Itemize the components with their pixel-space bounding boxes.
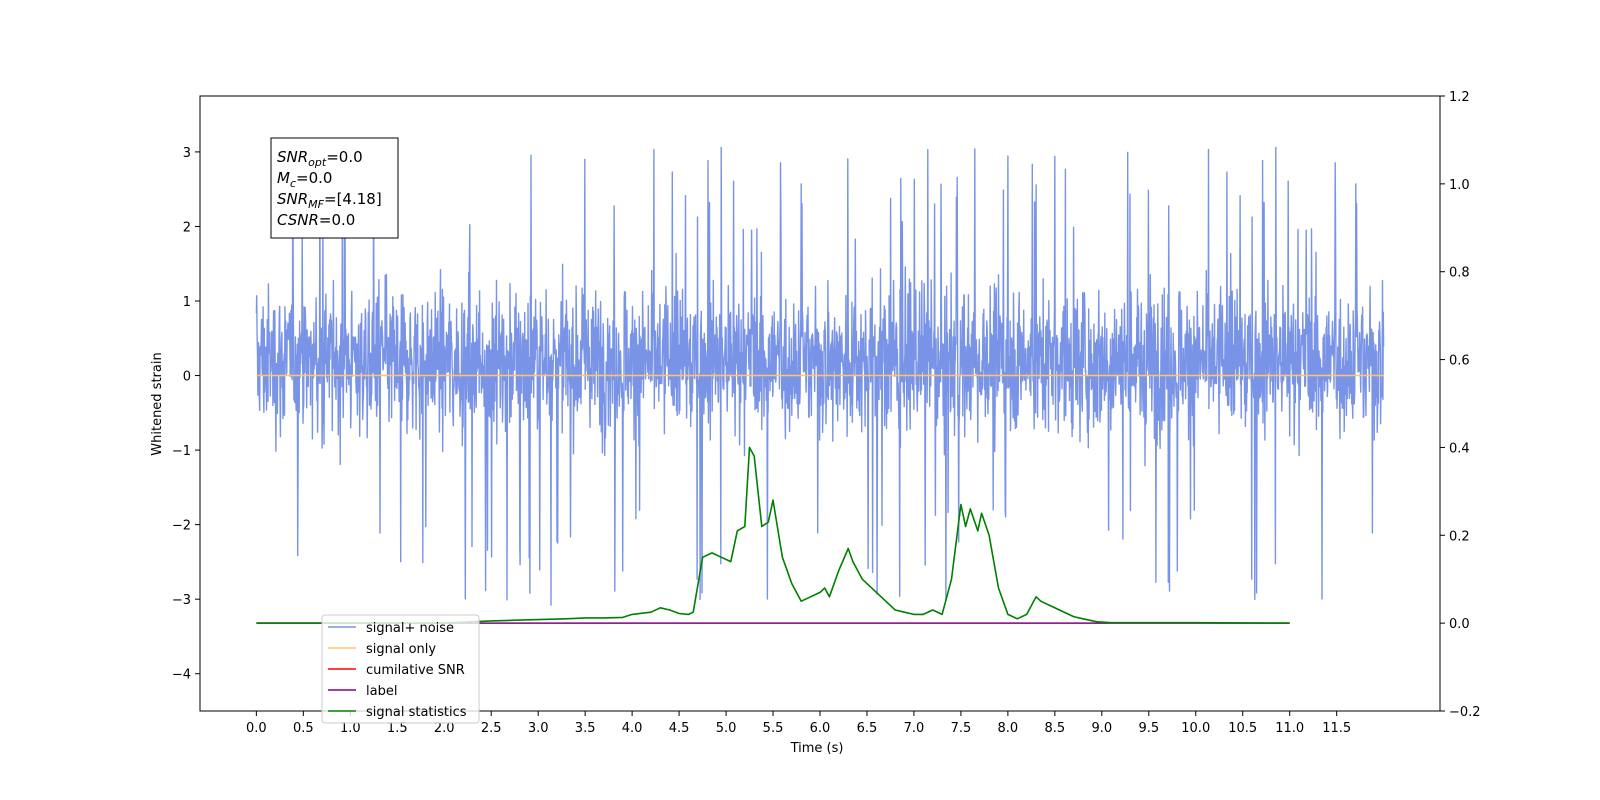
- x-tick-label: 1.5: [387, 721, 408, 736]
- y-tick-label-left: 1: [183, 295, 191, 310]
- legend-item-label: label: [366, 684, 397, 699]
- y-tick-label-right: 1.2: [1449, 90, 1470, 105]
- annotation-line: Mc=0.0: [277, 169, 332, 190]
- x-tick-label: 5.0: [716, 721, 737, 736]
- x-tick-label: 3.0: [528, 721, 549, 736]
- y-tick-label-right: 0.6: [1449, 354, 1470, 369]
- y-axis-right: −0.2 0.0 0.2 0.4 0.6 0.8 1.0 1.2: [1440, 90, 1481, 720]
- annotation-value: =0.0: [296, 169, 332, 187]
- y-axis-left: −4 −3 −2 −1 0 1 2 3: [172, 146, 200, 683]
- x-tick-label: 4.5: [669, 721, 690, 736]
- annotation-subscript: MF: [308, 198, 324, 211]
- y-tick-label-left: −2: [172, 519, 191, 534]
- y-tick-label-right: 0.2: [1449, 529, 1470, 544]
- y-tick-label-left: 3: [183, 146, 191, 161]
- legend-item-label: signal+ noise: [366, 621, 454, 636]
- x-tick-label: 2.5: [481, 721, 502, 736]
- y-tick-label-right: 0.0: [1449, 617, 1470, 632]
- annotation-value: =0.0: [326, 148, 362, 166]
- x-tick-label: 1.0: [340, 721, 361, 736]
- series-signal-noise: [255, 146, 1385, 606]
- x-tick-label: 8.5: [1045, 721, 1066, 736]
- y-axis-title: Whitened strain: [150, 352, 165, 455]
- x-tick-label: 6.5: [857, 721, 878, 736]
- x-tick-label: 11.5: [1322, 721, 1351, 736]
- legend-item-label: signal statistics: [366, 705, 467, 720]
- annotation-value: =0.0: [319, 211, 355, 229]
- y-tick-label-right: −0.2: [1449, 705, 1481, 720]
- signal-statistics-line: [256, 446, 1290, 624]
- x-tick-label: 2.0: [434, 721, 455, 736]
- annotation-line: SNRMF=[4.18]: [277, 190, 382, 211]
- x-tick-label: 11.0: [1275, 721, 1304, 736]
- y-tick-label-right: 0.4: [1449, 441, 1470, 456]
- annotation-symbol: CSNR: [277, 211, 319, 229]
- y-tick-label-left: −1: [172, 444, 191, 459]
- annotation-symbol: SNR: [277, 148, 308, 166]
- x-tick-label: 5.5: [763, 721, 784, 736]
- annotation-line: SNRopt=0.0: [277, 148, 363, 169]
- x-tick-label: 8.0: [998, 721, 1019, 736]
- x-tick-label: 9.0: [1091, 721, 1112, 736]
- x-tick-label: 7.0: [904, 721, 925, 736]
- series-signal-statistics: [256, 446, 1290, 624]
- y-tick-label-right: 1.0: [1449, 178, 1470, 193]
- annotation-frame: [270, 137, 399, 239]
- annotation-symbol: M: [277, 169, 290, 187]
- annotation-subscript: c: [290, 177, 296, 190]
- legend-frame: [321, 614, 480, 724]
- annotation-line: CSNR=0.0: [277, 211, 355, 229]
- x-tick-label: 0.0: [246, 721, 267, 736]
- x-axis: 0.0 0.5 1.0 1.5 2.0 2.5 3.0 3.5 4.0 4.5 5.0 5.5 6.0 6…: [246, 711, 1351, 736]
- x-tick-label: 9.5: [1138, 721, 1159, 736]
- y-tick-label-left: 0: [183, 370, 191, 385]
- x-tick-label: 3.5: [575, 721, 596, 736]
- y-tick-label-left: −3: [172, 593, 191, 608]
- x-tick-label: 6.0: [810, 721, 831, 736]
- x-tick-label: 10.5: [1228, 721, 1257, 736]
- x-tick-label: 4.0: [622, 721, 643, 736]
- legend: signal+ noise signal only cumilative SNR la…: [321, 614, 480, 724]
- legend-item-label: cumilative SNR: [366, 663, 465, 678]
- annotation-symbol: SNR: [277, 190, 308, 208]
- annotation-value: =[4.18]: [324, 190, 382, 208]
- annotation-subscript: opt: [308, 156, 327, 169]
- signal-noise-line: [255, 146, 1385, 606]
- y-tick-label-left: −4: [172, 668, 191, 683]
- x-tick-label: 0.5: [293, 721, 314, 736]
- legend-item-label: signal only: [366, 642, 436, 657]
- y-tick-label-left: 2: [183, 220, 191, 235]
- x-axis-title: Time (s): [790, 741, 844, 756]
- y-tick-label-right: 0.8: [1449, 266, 1470, 281]
- x-tick-label: 7.5: [951, 721, 972, 736]
- x-tick-label: 10.0: [1181, 721, 1210, 736]
